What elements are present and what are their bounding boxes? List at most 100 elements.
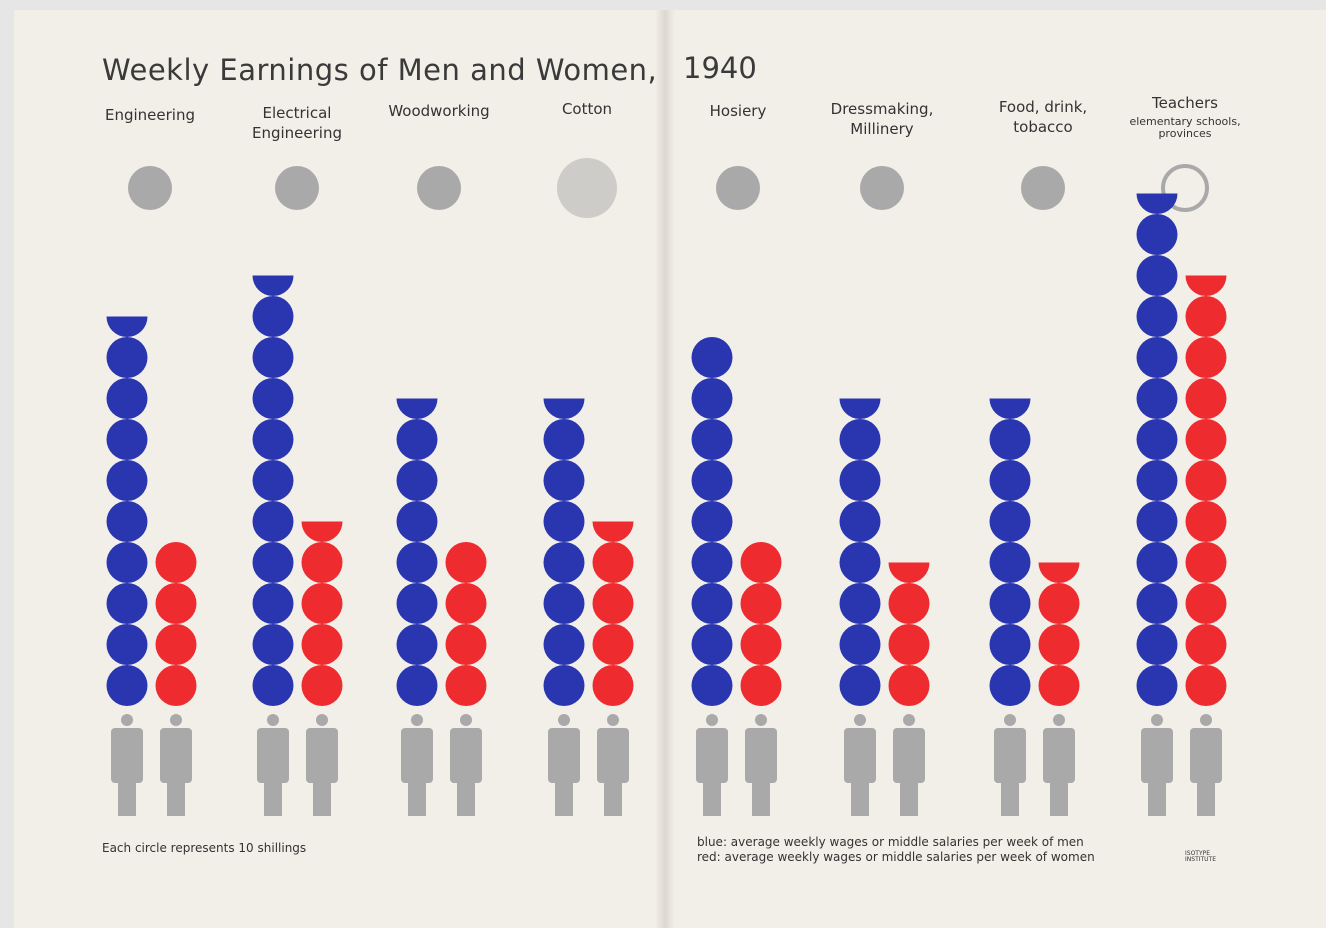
shilling-circle: [1136, 542, 1178, 583]
women-stack: [740, 542, 782, 706]
men-stack: [691, 337, 733, 706]
shilling-circle: [301, 583, 343, 624]
shilling-circle: [989, 665, 1031, 706]
shilling-circle: [252, 665, 294, 706]
shilling-circle: [1185, 501, 1227, 542]
shilling-circle: [106, 460, 148, 501]
shilling-circle: [740, 583, 782, 624]
shilling-circle: [543, 542, 585, 583]
partial-circle: [1038, 562, 1080, 583]
woman-figure: [450, 714, 482, 816]
figure-legs: [555, 780, 573, 816]
partial-circle: [592, 521, 634, 542]
shilling-circle: [1185, 624, 1227, 665]
partial-circle: [1136, 193, 1178, 214]
shilling-circle: [106, 583, 148, 624]
shilling-circle: [1038, 665, 1080, 706]
shilling-circle: [740, 542, 782, 583]
shilling-circle: [252, 419, 294, 460]
shilling-circle: [839, 460, 881, 501]
figure-body: [745, 728, 777, 783]
woman-figure: [745, 714, 777, 816]
women-stack: [155, 542, 197, 706]
shilling-circle: [1185, 542, 1227, 583]
figure-head: [1200, 714, 1212, 726]
marks: [106, 158, 1227, 816]
shilling-circle: [1136, 296, 1178, 337]
figure-legs: [1197, 780, 1215, 816]
figure-legs: [1001, 780, 1019, 816]
shilling-circle: [106, 337, 148, 378]
figure-legs: [264, 780, 282, 816]
shilling-circle: [740, 624, 782, 665]
category-note: elementary schools, provinces: [1129, 115, 1241, 141]
shilling-circle: [691, 378, 733, 419]
figure-legs: [851, 780, 869, 816]
shilling-circle: [839, 583, 881, 624]
shilling-circle: [252, 624, 294, 665]
shilling-circle: [691, 624, 733, 665]
shilling-circle: [1185, 337, 1227, 378]
shilling-circle: [301, 624, 343, 665]
figure-body: [994, 728, 1026, 783]
shilling-circle: [888, 624, 930, 665]
shilling-circle: [1038, 583, 1080, 624]
category-icon: [557, 158, 617, 218]
shilling-circle: [155, 542, 197, 583]
shilling-circle: [989, 419, 1031, 460]
shilling-circle: [1136, 378, 1178, 419]
figure-body: [160, 728, 192, 783]
figure-body: [893, 728, 925, 783]
figure-head: [460, 714, 472, 726]
partial-circle: [888, 562, 930, 583]
figure-body: [548, 728, 580, 783]
woman-figure: [306, 714, 338, 816]
man-figure: [548, 714, 580, 816]
shilling-circle: [252, 337, 294, 378]
category-label: Hosiery: [709, 102, 767, 120]
women-stack: [445, 542, 487, 706]
figure-body: [257, 728, 289, 783]
partial-circle: [396, 398, 438, 419]
shilling-circle: [1136, 337, 1178, 378]
figure-body: [597, 728, 629, 783]
shilling-circle: [592, 624, 634, 665]
man-figure: [844, 714, 876, 816]
figure-head: [755, 714, 767, 726]
shilling-circle: [543, 583, 585, 624]
figure-body: [696, 728, 728, 783]
women-stack: [1185, 275, 1227, 706]
men-stack: [989, 398, 1031, 706]
figure-body: [844, 728, 876, 783]
category-icon: [716, 166, 760, 210]
man-figure: [257, 714, 289, 816]
man-figure: [401, 714, 433, 816]
partial-circle: [1185, 275, 1227, 296]
shilling-circle: [839, 542, 881, 583]
figure-legs: [408, 780, 426, 816]
shilling-circle: [691, 337, 733, 378]
figure-legs: [167, 780, 185, 816]
figure-body: [1141, 728, 1173, 783]
shilling-circle: [301, 542, 343, 583]
shilling-circle: [106, 542, 148, 583]
category-icon: [1161, 164, 1209, 212]
shilling-circle: [445, 583, 487, 624]
shilling-circle: [106, 665, 148, 706]
shilling-circle: [839, 501, 881, 542]
figure-head: [121, 714, 133, 726]
shilling-circle: [592, 542, 634, 583]
category-label: Cotton: [561, 100, 613, 118]
shilling-circle: [592, 665, 634, 706]
shilling-circle: [396, 419, 438, 460]
shilling-circle: [1185, 296, 1227, 337]
shilling-circle: [989, 583, 1031, 624]
women-stack: [888, 562, 930, 706]
shilling-circle: [155, 624, 197, 665]
shilling-circle: [1136, 214, 1178, 255]
figure-body: [1043, 728, 1075, 783]
shilling-circle: [592, 583, 634, 624]
shilling-circle: [543, 624, 585, 665]
men-stack: [106, 316, 148, 706]
